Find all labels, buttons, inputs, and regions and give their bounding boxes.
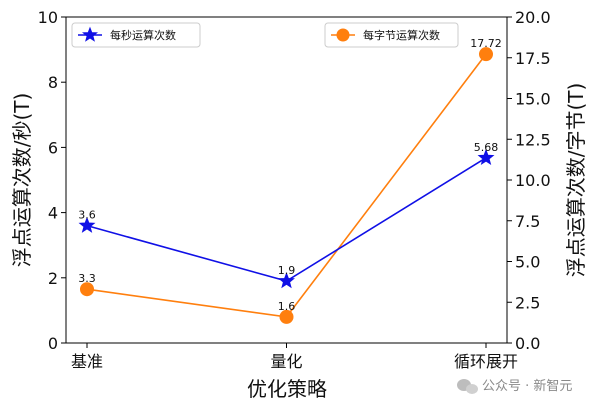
x-tick-label: 量化: [270, 352, 302, 371]
data-point-circle: [279, 309, 294, 324]
series-ops-per-byte: 3.3 1.6 17.72: [78, 37, 502, 324]
right-y-axis-label: 浮点运算次数/字节(T): [564, 83, 588, 278]
data-point-star: [278, 272, 295, 289]
plot-border: [65, 16, 508, 344]
legend-star-marker: [82, 26, 98, 42]
left-tick-label: 0: [48, 334, 58, 353]
watermark-text: 公众号 · 新智元: [482, 378, 572, 394]
left-tick-label: 4: [48, 204, 58, 223]
data-label: 1.6: [278, 300, 296, 313]
right-tick-label: 20.0: [515, 8, 551, 27]
series-ops-per-second: 3.6 1.9 5.68: [78, 141, 499, 289]
left-y-axis-label: 浮点运算次数/秒(T): [10, 93, 34, 268]
series-line: [86, 157, 487, 282]
data-point-circle: [479, 47, 493, 62]
data-label: 1.9: [278, 264, 296, 277]
watermark: 公众号 · 新智元: [457, 378, 572, 394]
data-point-star: [78, 216, 96, 233]
legend-box: [71, 22, 201, 48]
data-label: 3.6: [78, 209, 96, 222]
x-axis: 基准 量化 循环展开: [71, 343, 518, 371]
x-tick-label: 循环展开: [454, 352, 518, 371]
left-tick-label: 10: [38, 8, 58, 27]
legend-left: 每秒运算次数: [71, 22, 201, 48]
x-axis-label: 优化策略: [247, 377, 327, 401]
right-tick-label: 10.0: [515, 171, 551, 190]
data-point-star: [477, 148, 495, 166]
right-tick-label: 0.0: [515, 334, 540, 353]
right-tick-label: 7.5: [515, 212, 540, 231]
wechat-icon: [457, 379, 478, 394]
data-label: 3.3: [78, 272, 96, 285]
legend-label: 每秒运算次数: [110, 28, 176, 42]
left-tick-label: 6: [48, 138, 58, 157]
legend-right: 每字节运算次数: [324, 22, 459, 48]
data-point-circle: [80, 282, 94, 297]
right-tick-label: 5.0: [515, 253, 540, 272]
left-tick-label: 8: [48, 73, 58, 92]
plot-frame: [65, 16, 508, 344]
right-tick-label: 12.5: [515, 130, 551, 149]
left-y-axis: 0 2 4 6 8 10: [38, 8, 66, 353]
data-label: 5.68: [474, 141, 499, 154]
right-tick-label: 2.5: [515, 293, 540, 312]
left-tick-label: 2: [48, 269, 58, 288]
legend-label: 每字节运算次数: [363, 28, 440, 42]
right-tick-label: 17.5: [515, 49, 551, 68]
series-layer: 3.3 1.6 17.72 3.6 1.9 5.68: [78, 37, 502, 324]
right-tick-label: 15.0: [515, 90, 551, 109]
data-label: 17.72: [470, 37, 502, 50]
legend-box: [324, 22, 459, 48]
right-y-axis: 0.0 2.5 5.0 7.5 10.0 12.5 15.0 17.5 20.0: [507, 8, 551, 353]
x-tick-label: 基准: [71, 352, 103, 371]
legend-circle-marker: [336, 28, 350, 42]
